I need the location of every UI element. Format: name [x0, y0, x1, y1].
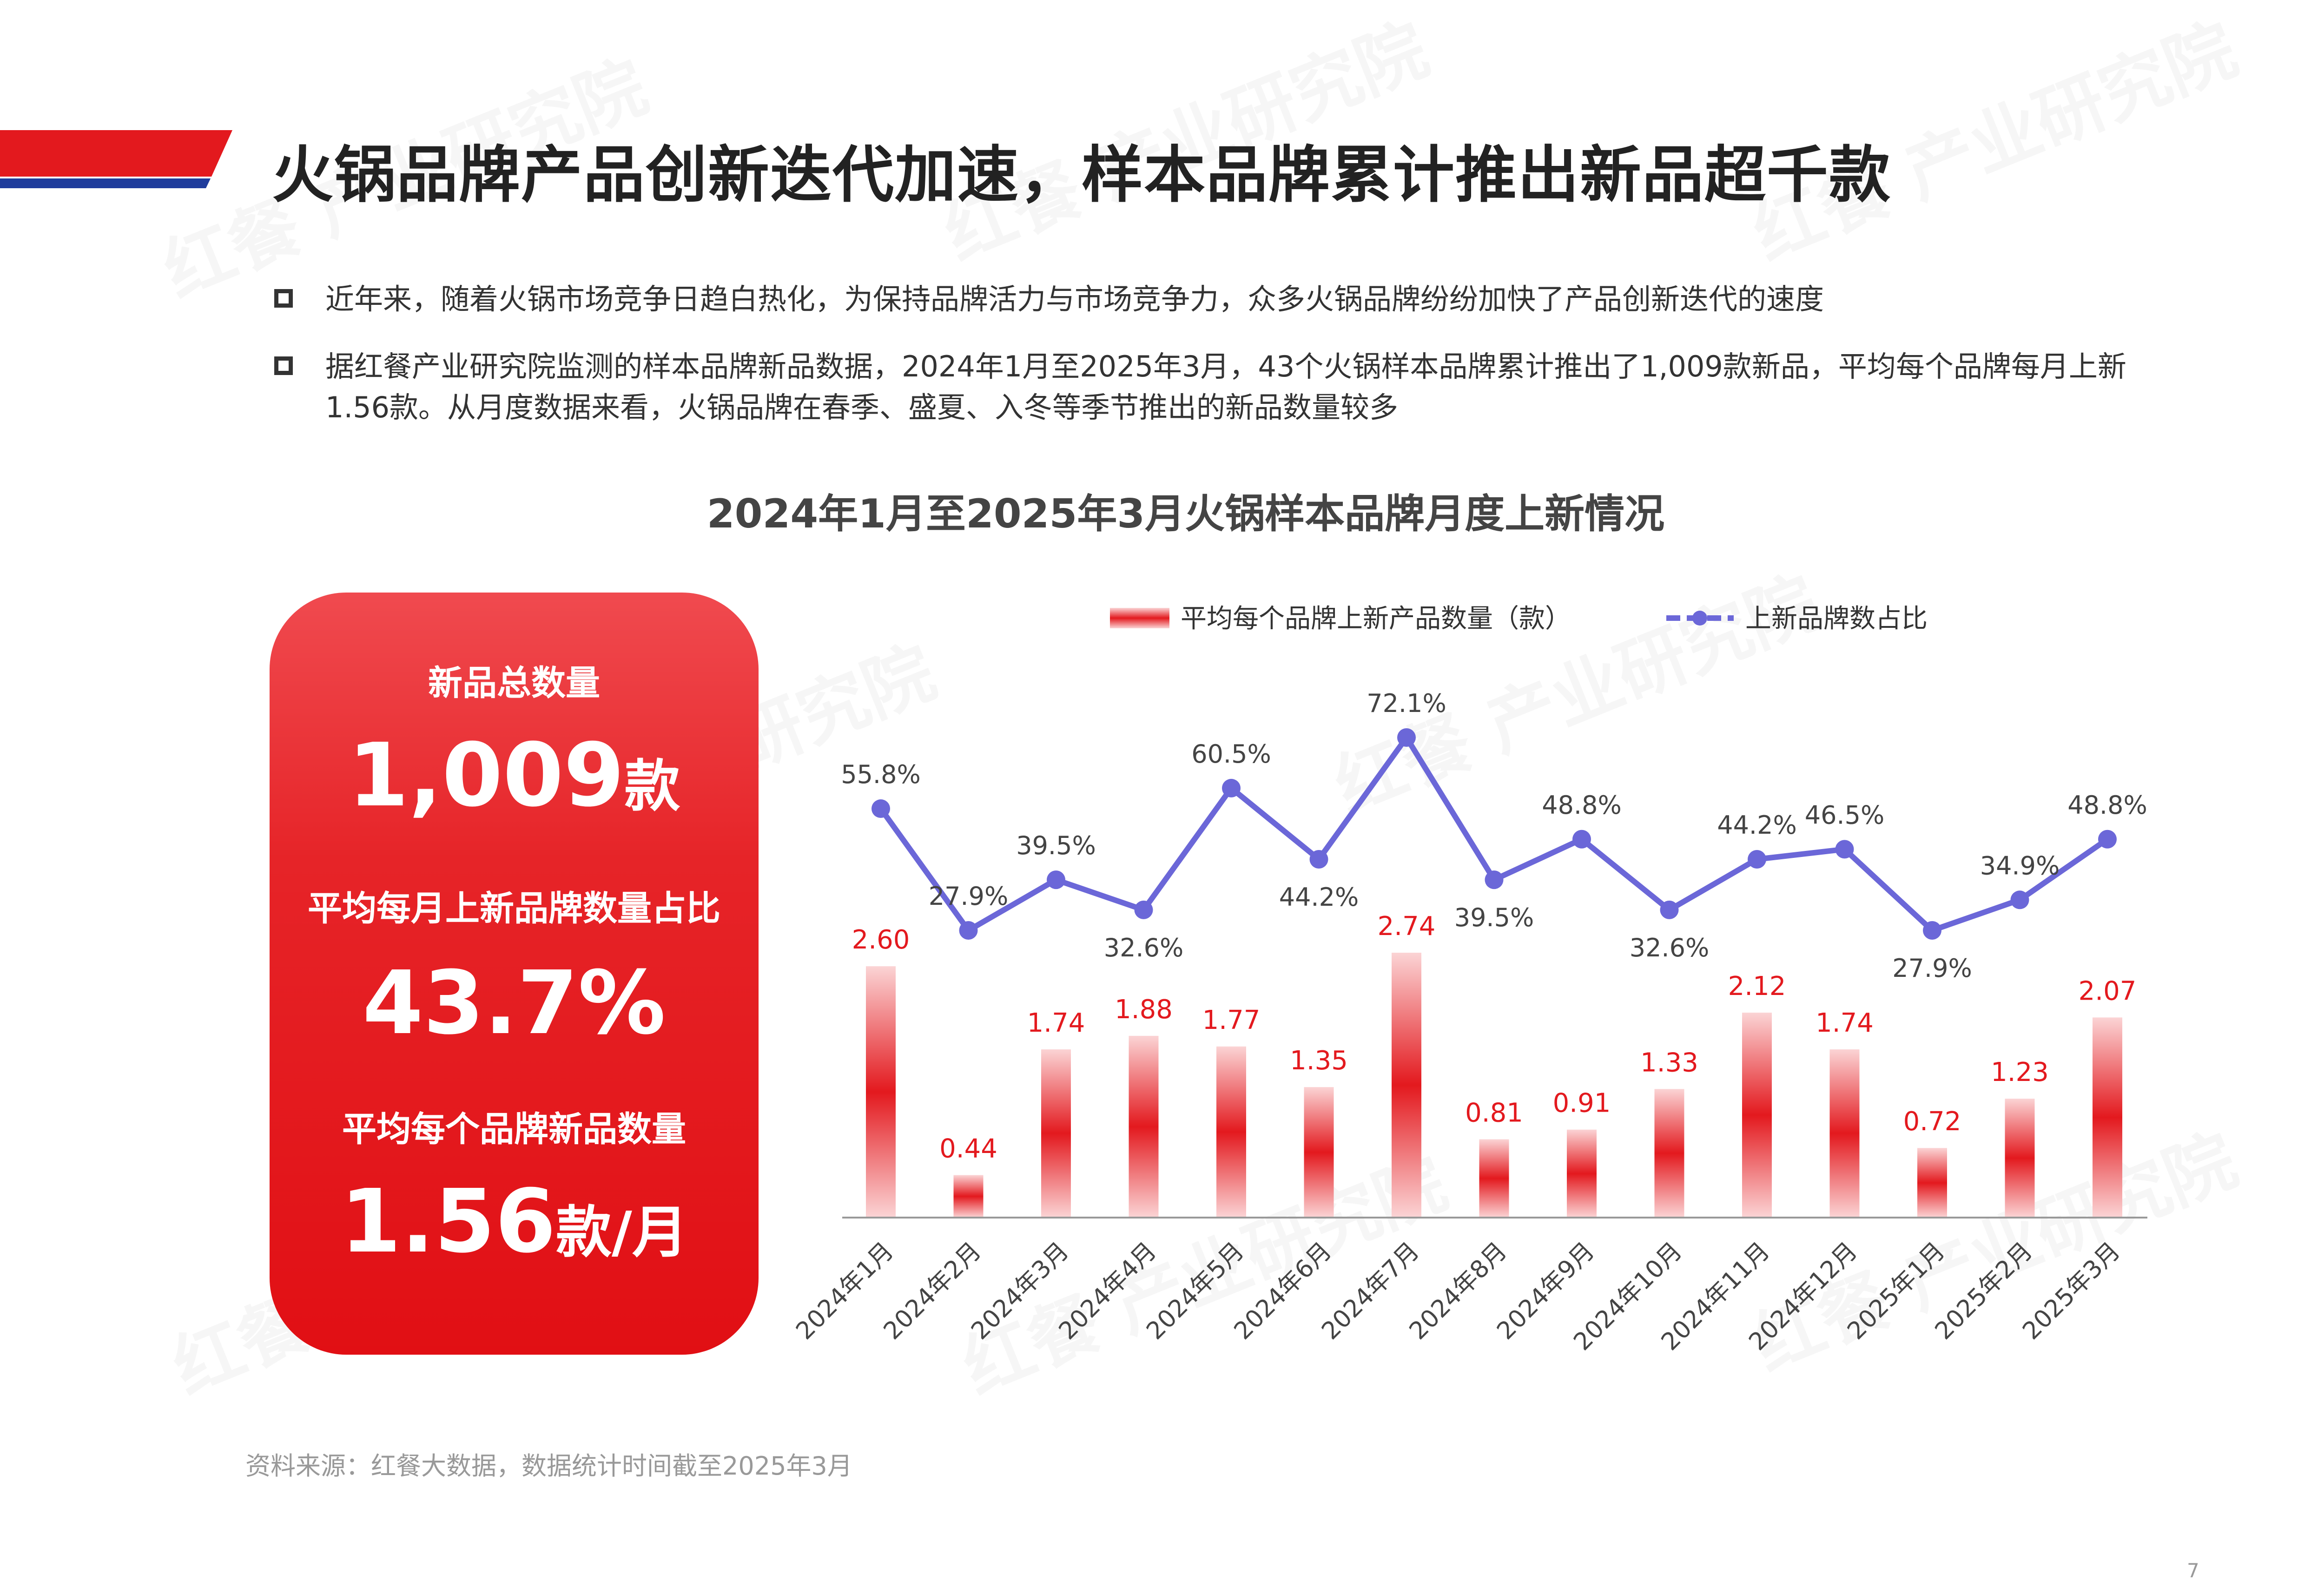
bullet-text-2: 据红餐产业研究院监测的样本品牌新品数据，2024年1月至2025年3月，43个火… [325, 349, 2126, 424]
kpi-ratio-value: 43.7% [362, 952, 666, 1054]
kpi-total-value: 1,009款 [270, 732, 759, 819]
bullet-square-icon [274, 356, 293, 375]
bar-value-label: 1.23 [1991, 1057, 2049, 1087]
kpi-avg-value: 1.56款/月 [270, 1178, 759, 1265]
line-value-label: 46.5% [1805, 800, 1885, 830]
source-note: 资料来源：红餐大数据，数据统计时间截至2025年3月 [245, 1451, 852, 1481]
line-value-label: 39.5% [1016, 831, 1096, 860]
bar-value-label: 1.35 [1290, 1046, 1348, 1076]
bar [1479, 1139, 1509, 1218]
line-value-label: 44.2% [1279, 883, 1359, 912]
line-value-label: 27.9% [1892, 954, 1972, 983]
bar-value-label: 1.88 [1115, 995, 1173, 1025]
line-point [1572, 830, 1591, 849]
line-value-label: 32.6% [1630, 933, 1710, 962]
bar-value-label: 2.07 [2079, 976, 2137, 1006]
bar [1041, 1049, 1071, 1218]
chart-legend: 平均每个品牌上新产品数量（款） 上新品牌数占比 [1110, 604, 1928, 634]
line-value-label: 55.8% [841, 760, 921, 789]
line-value-label: 60.5% [1191, 739, 1271, 769]
line-point [1134, 900, 1153, 919]
line-point [1309, 850, 1328, 869]
kpi-total-unit: 款 [624, 754, 680, 819]
bullet-item-2: 据红餐产业研究院监测的样本品牌新品数据，2024年1月至2025年3月，43个火… [274, 346, 2180, 428]
bar-value-label: 2.74 [1378, 911, 1436, 942]
line-point [2098, 830, 2117, 849]
line-point [1485, 870, 1504, 889]
bullet-square-icon [274, 289, 293, 308]
line-value-label: 27.9% [929, 882, 1009, 911]
bar-value-label: 1.77 [1202, 1005, 1261, 1035]
bullet-text-1: 近年来，随着火锅市场竞争日趋白热化，为保持品牌活力与市场竞争力，众多火锅品牌纷纷… [325, 282, 1824, 316]
bar [866, 966, 896, 1218]
line-point [959, 921, 978, 940]
bar-value-label: 0.91 [1553, 1088, 1611, 1119]
line-value-label: 44.2% [1717, 810, 1797, 840]
page-title: 火锅品牌产品创新迭代加速，样本品牌累计推出新品超千款 [272, 139, 1891, 211]
line-value-label: 72.1% [1367, 689, 1446, 718]
line-point [2010, 890, 2029, 909]
line-point [1047, 870, 1065, 889]
bar [1567, 1129, 1597, 1218]
bullet-item-1: 近年来，随着火锅市场竞争日趋白热化，为保持品牌活力与市场竞争力，众多火锅品牌纷纷… [274, 279, 2180, 320]
bar-value-label: 1.33 [1640, 1047, 1698, 1078]
line-point [1923, 921, 1941, 940]
line-value-label: 34.9% [1980, 851, 2060, 880]
kpi-ratio-label: 平均每月上新品牌数量占比 [308, 889, 720, 929]
bar [953, 1175, 984, 1218]
header-banner [0, 130, 232, 188]
bar-value-label: 0.44 [939, 1133, 997, 1164]
kpi-total-number: 1,009 [348, 725, 625, 826]
bar [2093, 1017, 2122, 1218]
bar-value-label: 0.72 [1903, 1107, 1961, 1137]
legend-line-marker [1692, 611, 1707, 626]
line-point [1660, 900, 1679, 919]
bar [1129, 1035, 1159, 1218]
bar [1216, 1046, 1246, 1218]
bar [1392, 953, 1421, 1218]
bar-value-label: 0.81 [1465, 1098, 1523, 1128]
legend-bar-swatch [1110, 608, 1169, 628]
legend-line-label: 上新品牌数占比 [1745, 604, 1928, 634]
x-axis: 2024年1月2024年2月2024年3月2024年4月2024年5月2024年… [791, 1217, 2147, 1356]
chart-title: 2024年1月至2025年3月火锅样本品牌月度上新情况 [706, 491, 1665, 537]
line-value-label: 32.6% [1104, 933, 1184, 962]
kpi-avg-unit: 款/月 [556, 1200, 688, 1265]
legend-bar-label: 平均每个品牌上新产品数量（款） [1181, 604, 1571, 634]
bar [1654, 1089, 1684, 1218]
bar [1917, 1148, 1947, 1218]
bar-value-label: 1.74 [1816, 1008, 1874, 1038]
line-point [1222, 778, 1241, 797]
line-value-label: 48.8% [1542, 790, 1622, 820]
kpi-avg-number: 1.56 [340, 1171, 556, 1272]
line-value-label: 39.5% [1454, 903, 1534, 932]
kpi-total-label: 新品总数量 [428, 663, 600, 703]
bar [1304, 1087, 1334, 1218]
line-point [1397, 728, 1416, 747]
bar-value-label: 1.74 [1027, 1008, 1085, 1038]
bar [1829, 1049, 1860, 1218]
line-series: 55.8%27.9%39.5%32.6%60.5%44.2%72.1%39.5%… [841, 689, 2147, 983]
line-point [1748, 850, 1766, 869]
page-number: 7 [2187, 1559, 2199, 1581]
bar-series: 2.60 0.44 1.74 1.88 1.77 1.35 2.74 0.81 0.91 1.33… [852, 911, 2137, 1218]
bar-value-label: 2.12 [1728, 971, 1786, 1001]
line-point [1835, 840, 1854, 859]
bar [1742, 1012, 1772, 1218]
bar-value-label: 2.60 [852, 925, 910, 955]
kpi-card: 新品总数量 1,009款 平均每月上新品牌数量占比 43.7% 平均每个品牌新品… [270, 593, 759, 1355]
kpi-avg-label: 平均每个品牌新品数量 [342, 1109, 686, 1149]
line-value-label: 48.8% [2067, 790, 2147, 820]
bar [2005, 1099, 2035, 1218]
line-point [872, 799, 890, 818]
